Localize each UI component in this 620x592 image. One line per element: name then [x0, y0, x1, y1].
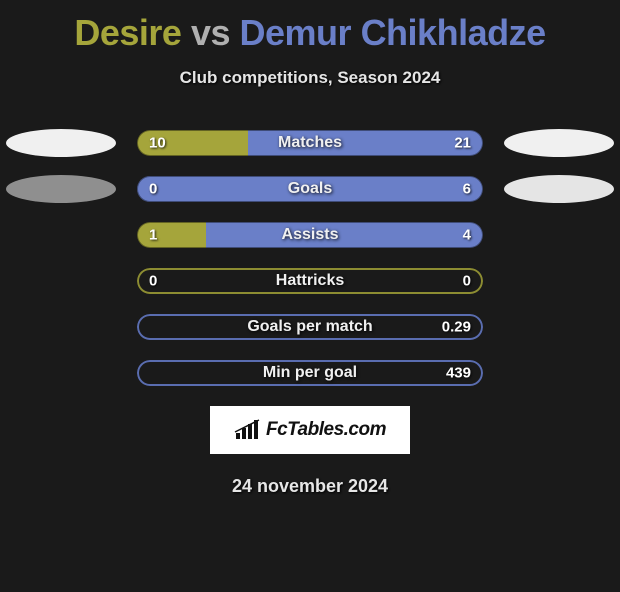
- stat-label: Goals: [288, 180, 332, 198]
- player-left-ellipse-icon: [6, 129, 116, 157]
- stat-label: Goals per match: [247, 318, 372, 336]
- player-right-ellipse-icon: [504, 175, 614, 203]
- player-right-name: Demur Chikhladze: [240, 12, 546, 53]
- stats-chart: 10 21 Matches 0 6 Goals 1 4 Assists 0 0 Hattricks 0.…: [0, 130, 620, 386]
- subtitle: Club competitions, Season 2024: [0, 68, 620, 88]
- page-title: Desire vs Demur Chikhladze: [0, 12, 620, 54]
- stat-value-right: 4: [463, 227, 471, 244]
- stat-value-right: 0: [463, 273, 471, 290]
- logo-text: FcTables.com: [266, 419, 386, 441]
- stat-bar: 0 6 Goals: [137, 176, 483, 202]
- stat-value-left: 0: [149, 181, 157, 198]
- bar-chart-icon: [234, 419, 260, 441]
- stat-row: 10 21 Matches: [0, 130, 620, 156]
- stat-bar: 10 21 Matches: [137, 130, 483, 156]
- stat-value-left: 10: [149, 135, 166, 152]
- stat-row: 439 Min per goal: [0, 360, 620, 386]
- player-right-ellipse-icon: [504, 129, 614, 157]
- stat-bar-right: [206, 222, 483, 248]
- stat-bar: 0.29 Goals per match: [137, 314, 483, 340]
- stat-value-left: 0: [149, 273, 157, 290]
- stat-row: 0.29 Goals per match: [0, 314, 620, 340]
- fctables-logo[interactable]: FcTables.com: [210, 406, 410, 454]
- stat-label: Min per goal: [263, 364, 357, 382]
- stat-value-left: 1: [149, 227, 157, 244]
- player-left-ellipse-icon: [6, 175, 116, 203]
- stat-label: Hattricks: [276, 272, 344, 290]
- stat-label: Assists: [282, 226, 339, 244]
- stat-row: 1 4 Assists: [0, 222, 620, 248]
- stat-value-right: 0.29: [442, 319, 471, 336]
- stat-row: 0 0 Hattricks: [0, 268, 620, 294]
- stat-bar-left: [137, 222, 206, 248]
- stat-label: Matches: [278, 134, 342, 152]
- vs-text: vs: [191, 12, 230, 53]
- stat-bar: 439 Min per goal: [137, 360, 483, 386]
- date-text: 24 november 2024: [0, 476, 620, 497]
- stat-bar: 0 0 Hattricks: [137, 268, 483, 294]
- player-left-name: Desire: [74, 12, 181, 53]
- stat-value-right: 439: [446, 365, 471, 382]
- stat-row: 0 6 Goals: [0, 176, 620, 202]
- stat-bar: 1 4 Assists: [137, 222, 483, 248]
- stat-value-right: 21: [454, 135, 471, 152]
- stat-value-right: 6: [463, 181, 471, 198]
